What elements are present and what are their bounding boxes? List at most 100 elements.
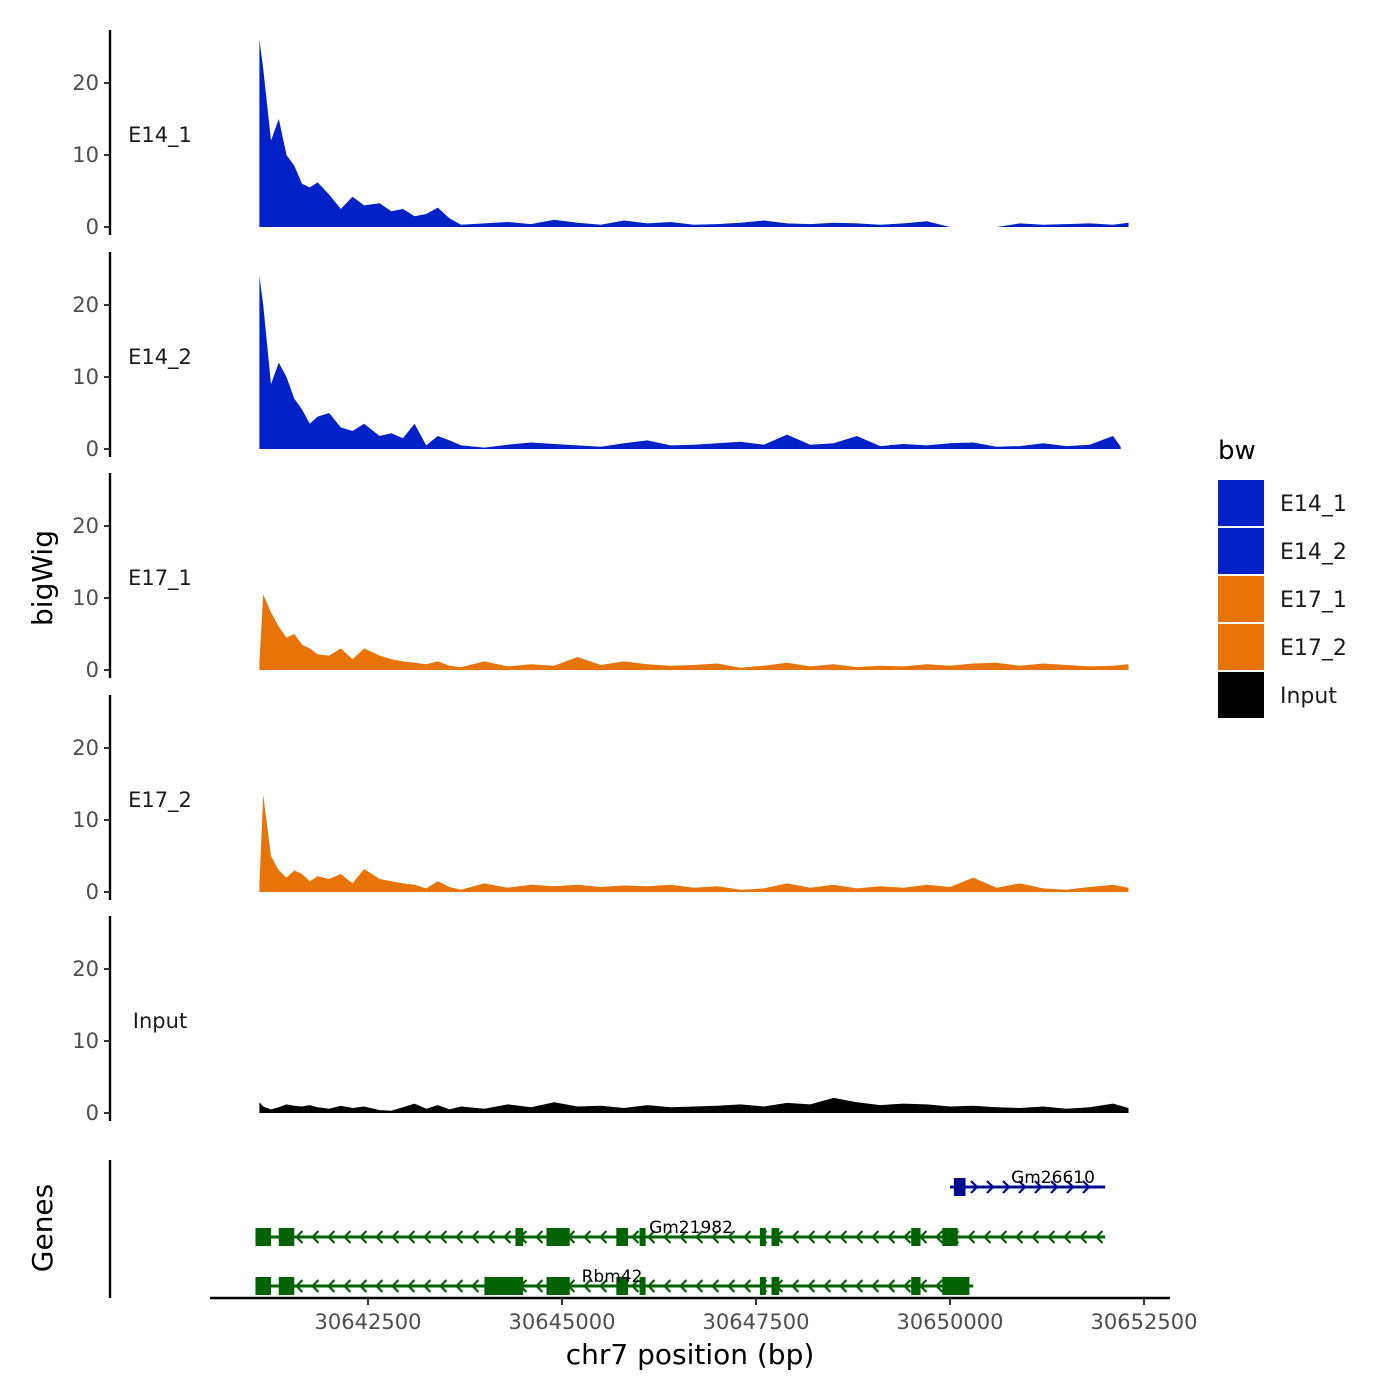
legend-label: Input bbox=[1280, 684, 1337, 709]
strand-chevron bbox=[694, 1230, 704, 1244]
strand-chevron bbox=[582, 1230, 592, 1244]
legend-swatch-E14_1 bbox=[1218, 480, 1264, 526]
exon bbox=[759, 1228, 766, 1246]
strand-chevron bbox=[1062, 1230, 1072, 1244]
strand-chevron bbox=[886, 1230, 896, 1244]
exon bbox=[484, 1277, 524, 1295]
x-tick-label: 30647500 bbox=[703, 1310, 810, 1334]
strand-chevron bbox=[422, 1230, 432, 1244]
strand-chevron bbox=[1082, 1180, 1091, 1194]
strand-chevron bbox=[454, 1279, 464, 1293]
exon bbox=[771, 1277, 780, 1295]
strand-chevron bbox=[326, 1230, 336, 1244]
strand-chevron bbox=[534, 1230, 544, 1244]
legend-swatch-Input bbox=[1218, 672, 1264, 718]
strand-chevron bbox=[630, 1230, 640, 1244]
strand-chevron bbox=[1078, 1230, 1088, 1244]
strand-chevron bbox=[470, 1230, 480, 1244]
strand-chevron bbox=[294, 1230, 304, 1244]
strand-chevron bbox=[806, 1230, 816, 1244]
strand-chevron bbox=[406, 1279, 416, 1293]
strand-chevron bbox=[374, 1230, 384, 1244]
gene-Gm26610: Gm26610 bbox=[950, 1168, 1106, 1196]
strand-chevron bbox=[534, 1279, 544, 1293]
legend-swatch-E17_2 bbox=[1218, 624, 1264, 670]
track-E17_2: 0 10 20 E17_2 bbox=[72, 695, 1129, 904]
exon bbox=[515, 1228, 524, 1246]
strand-chevron bbox=[790, 1230, 800, 1244]
strand-chevron bbox=[438, 1230, 448, 1244]
x-tick-label: 30642500 bbox=[315, 1310, 422, 1334]
strand-chevron bbox=[406, 1230, 416, 1244]
strand-chevron bbox=[902, 1279, 912, 1293]
y-tick-label: 0 bbox=[86, 880, 99, 904]
strand-chevron bbox=[726, 1279, 736, 1293]
x-tick-label: 30650000 bbox=[897, 1310, 1004, 1334]
y-tick-label: 0 bbox=[86, 437, 99, 461]
strand-chevron bbox=[326, 1279, 336, 1293]
exon bbox=[546, 1277, 570, 1295]
strand-chevron bbox=[678, 1279, 688, 1293]
x-tick-label: 30652500 bbox=[1091, 1310, 1198, 1334]
exon bbox=[255, 1228, 271, 1246]
track-label: E14_2 bbox=[128, 345, 192, 370]
y-tick-label: 0 bbox=[86, 215, 99, 239]
strand-chevron bbox=[710, 1230, 720, 1244]
strand-chevron bbox=[970, 1180, 979, 1194]
strand-chevron bbox=[1094, 1230, 1104, 1244]
y-tick-label: 20 bbox=[72, 293, 99, 317]
signal-area-E14_2 bbox=[259, 276, 1121, 449]
exon bbox=[546, 1228, 570, 1246]
track-label: E17_1 bbox=[128, 566, 192, 591]
track-label: E17_2 bbox=[128, 788, 192, 813]
y-tick-label: 10 bbox=[72, 1029, 99, 1053]
x-tick-label: 30645000 bbox=[509, 1310, 616, 1334]
strand-chevron bbox=[726, 1230, 736, 1244]
exon bbox=[278, 1228, 295, 1246]
strand-chevron bbox=[438, 1279, 448, 1293]
strand-chevron bbox=[998, 1230, 1008, 1244]
y-tick-label: 10 bbox=[72, 143, 99, 167]
exon bbox=[255, 1277, 271, 1295]
strand-chevron bbox=[582, 1279, 592, 1293]
gene-track: Gm26610 Gm21982 Rbm42 bbox=[108, 1160, 1106, 1298]
x-axis: 30642500 30645000 30647500 30650000 30652500 bbox=[210, 1296, 1198, 1334]
y-tick-label: 10 bbox=[72, 586, 99, 610]
strand-chevron bbox=[502, 1230, 512, 1244]
y-tick-label: 20 bbox=[72, 957, 99, 981]
exon bbox=[639, 1228, 646, 1246]
legend: bw E14_1 E14_2 E17_1 E17_2 Input bbox=[1218, 436, 1347, 718]
strand-chevron bbox=[470, 1279, 480, 1293]
track-label: Input bbox=[133, 1009, 187, 1033]
strand-chevron bbox=[870, 1230, 880, 1244]
legend-title: bw bbox=[1218, 436, 1256, 466]
legend-swatch-E14_2 bbox=[1218, 528, 1264, 574]
strand-chevron bbox=[1018, 1180, 1027, 1194]
gene-Gm21982: Gm21982 bbox=[255, 1218, 1106, 1246]
strand-chevron bbox=[454, 1230, 464, 1244]
strand-chevron bbox=[934, 1279, 944, 1293]
legend-label: E14_2 bbox=[1280, 540, 1347, 565]
strand-chevron bbox=[358, 1279, 368, 1293]
strand-chevron bbox=[342, 1279, 352, 1293]
strand-chevron bbox=[310, 1230, 320, 1244]
strand-chevron bbox=[662, 1279, 672, 1293]
strand-chevron bbox=[742, 1279, 752, 1293]
x-axis-title: chr7 position (bp) bbox=[566, 1338, 815, 1371]
signal-area-E17_2 bbox=[259, 794, 1129, 892]
strand-chevron bbox=[822, 1230, 832, 1244]
gene-label: Gm26610 bbox=[1011, 1168, 1095, 1188]
strand-chevron bbox=[358, 1230, 368, 1244]
strand-chevron bbox=[630, 1279, 640, 1293]
signal-tracks: 0 10 20 E14_1 0 10 20 E14_2 0 10 20 E17_1 0 10 20 E17_2… bbox=[72, 30, 1129, 1125]
exon bbox=[278, 1277, 295, 1295]
y-tick-label: 20 bbox=[72, 514, 99, 538]
track-label: E14_1 bbox=[128, 123, 192, 148]
track-Input: 0 10 20 Input bbox=[72, 916, 1129, 1125]
strand-chevron bbox=[1002, 1180, 1011, 1194]
gene-Rbm42: Rbm42 bbox=[255, 1267, 974, 1295]
track-E17_1: 0 10 20 E17_1 bbox=[72, 473, 1129, 682]
legend-label: E17_2 bbox=[1280, 636, 1347, 661]
strand-chevron bbox=[886, 1279, 896, 1293]
legend-label: E17_1 bbox=[1280, 588, 1347, 613]
